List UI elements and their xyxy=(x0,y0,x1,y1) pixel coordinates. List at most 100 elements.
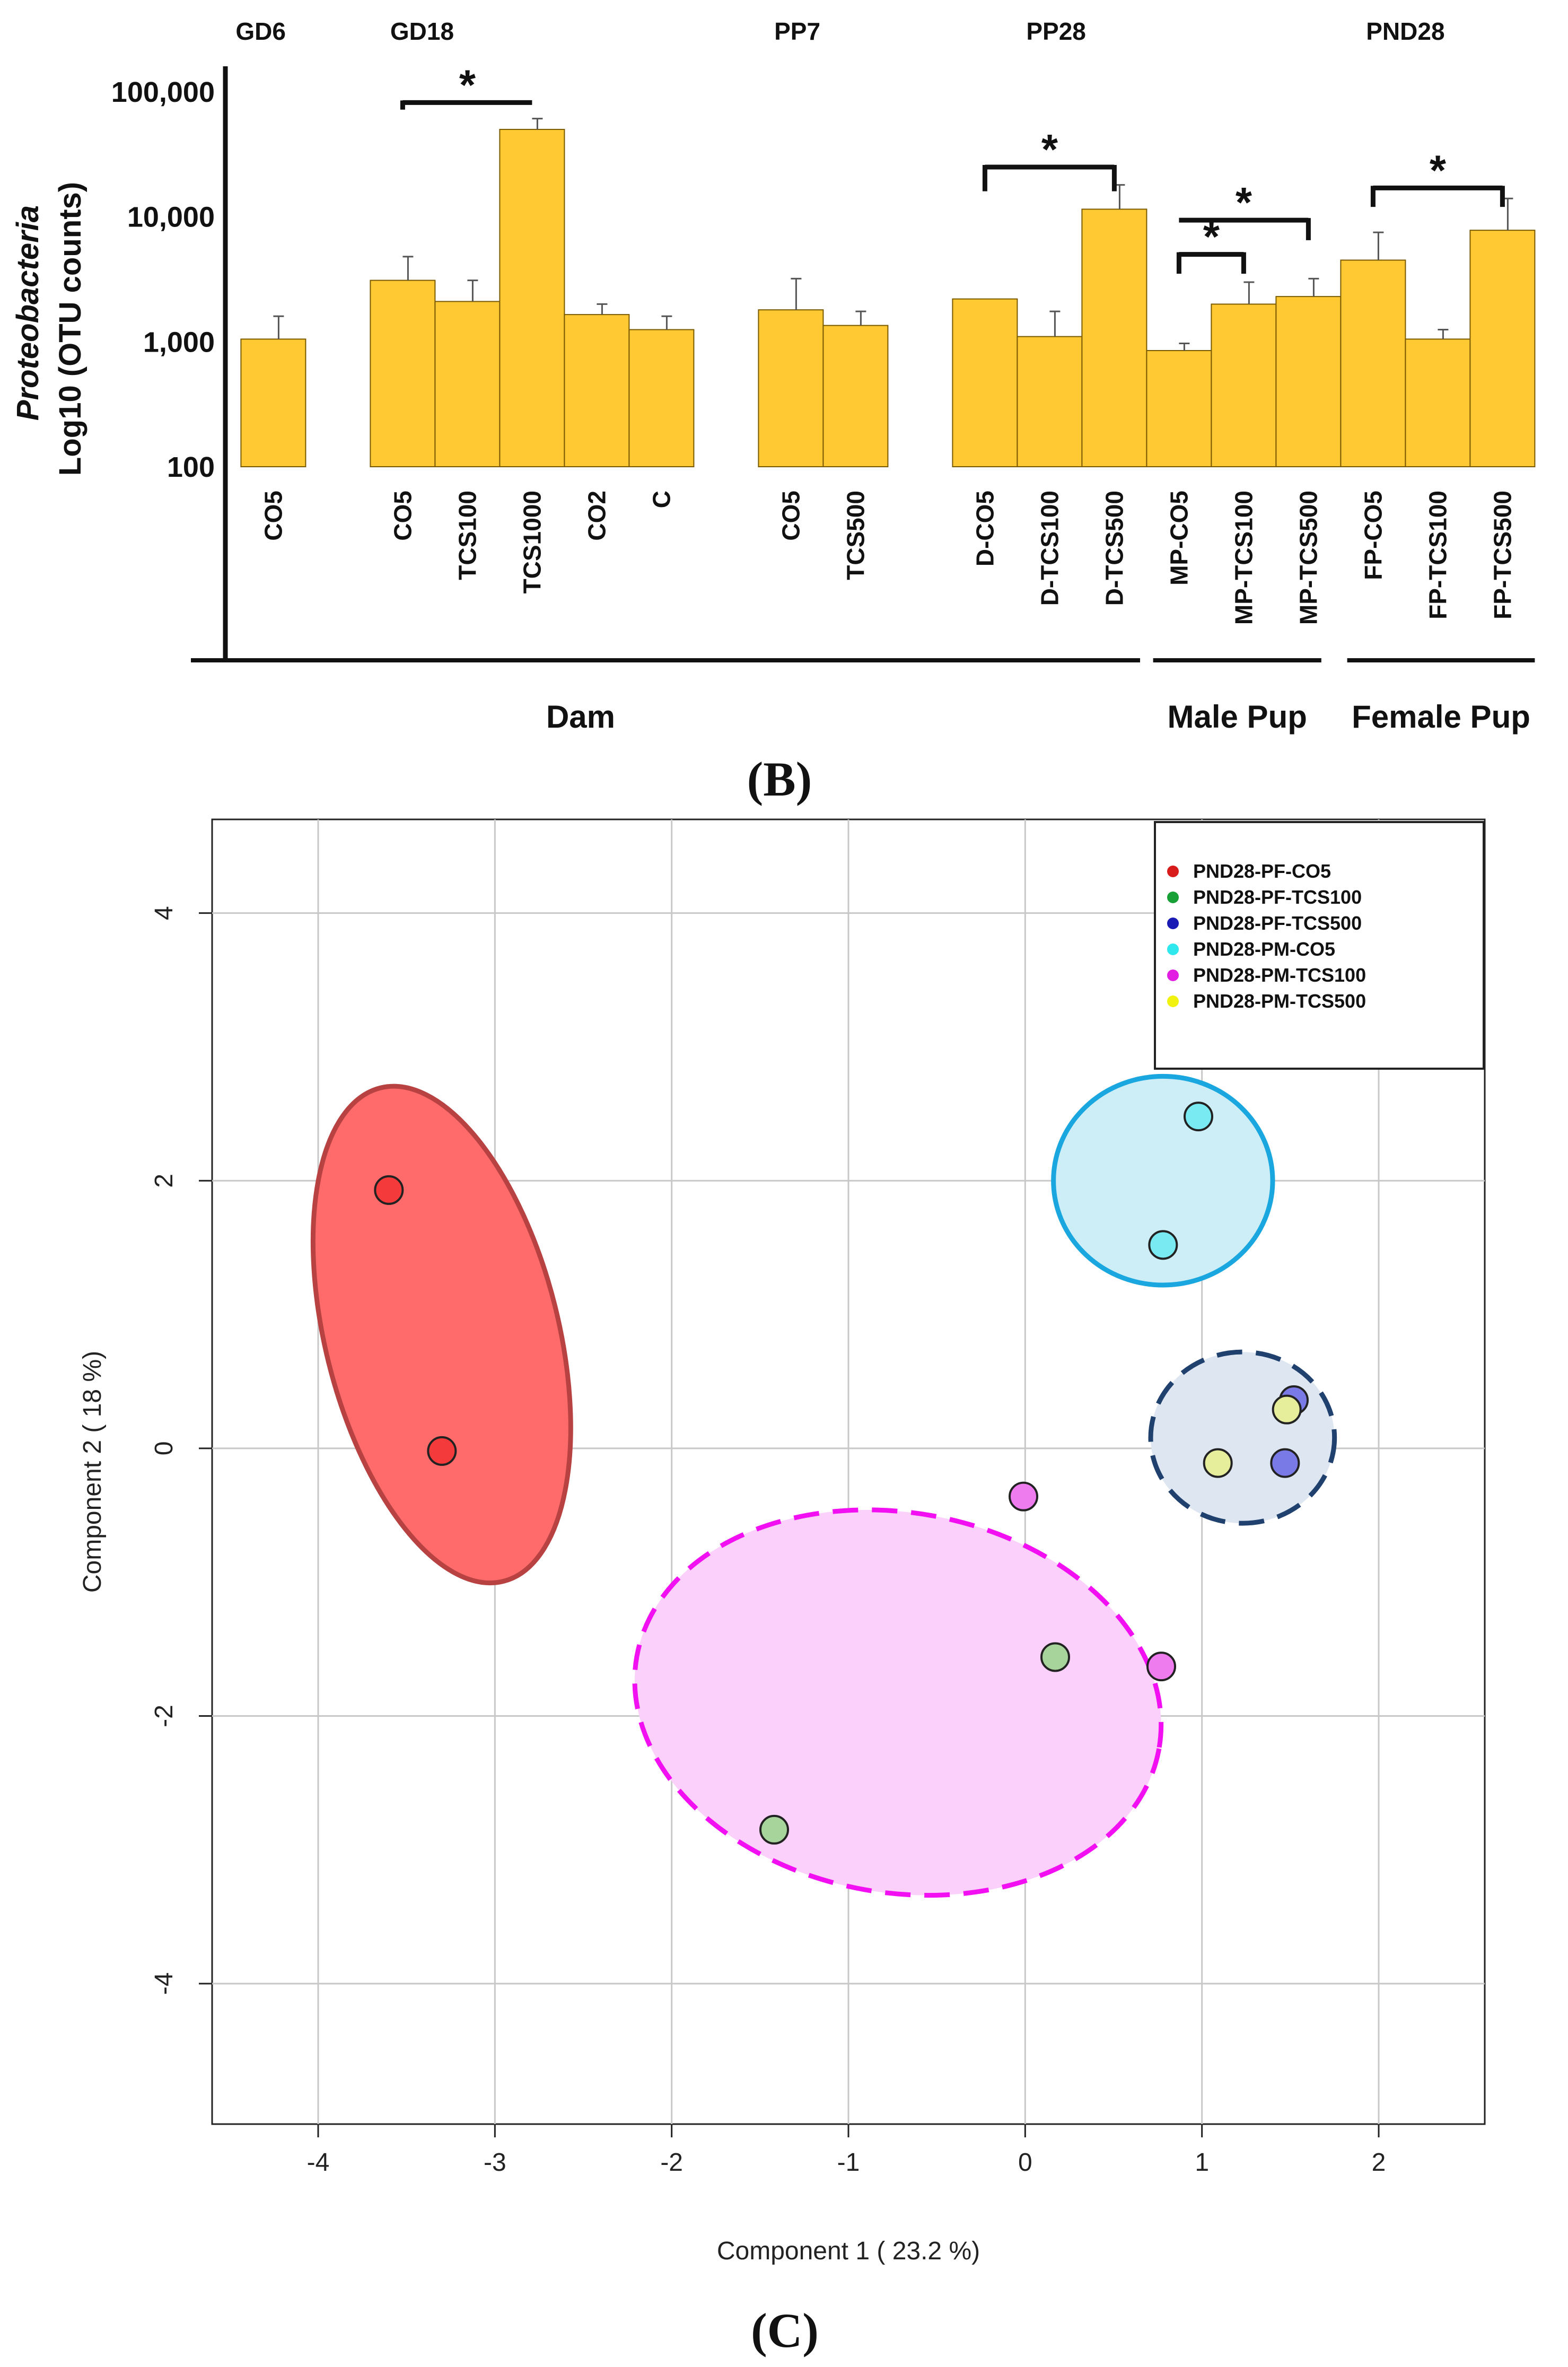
bar xyxy=(434,301,501,467)
scatter-point xyxy=(759,1814,789,1845)
b-timepoint-label: GD6 xyxy=(235,18,286,45)
b-ylabel-text: Log10 (OTU counts) xyxy=(53,182,87,476)
ellipse-pf-co5 xyxy=(310,1084,573,1586)
b-timepoint-label: GD18 xyxy=(390,18,454,45)
legend-label: PND28-PF-TCS100 xyxy=(1193,886,1362,908)
scatter-point xyxy=(1009,1481,1038,1512)
significance-star: * xyxy=(1203,213,1220,260)
b-category-label: D-TCS100 xyxy=(1036,491,1063,606)
scatter-point xyxy=(374,1175,404,1205)
b-category-label: CO5 xyxy=(259,491,287,541)
legend-marker xyxy=(1167,892,1179,903)
bar xyxy=(758,309,824,467)
c-y-tick-label: 2 xyxy=(150,1174,178,1188)
b-category-label: C xyxy=(647,491,675,508)
c-y-tick-label: 0 xyxy=(150,1441,178,1455)
b-timepoint-label: PP28 xyxy=(1026,18,1086,45)
legend-label: PND28-PM-TCS100 xyxy=(1193,964,1366,986)
svg-text:Proteobacteria: Proteobacteria xyxy=(11,205,45,421)
c-x-tick-label: -4 xyxy=(307,2148,330,2177)
legend-marker xyxy=(1167,866,1179,877)
b-group-label: Female Pup xyxy=(1352,699,1530,735)
b-category-label: FP-TCS500 xyxy=(1488,491,1516,619)
scatter-point xyxy=(1203,1448,1233,1478)
legend-marker xyxy=(1167,918,1179,929)
b-ylabel-italic: Proteobacteria xyxy=(11,205,45,421)
scatter-point xyxy=(1148,1230,1178,1260)
bar xyxy=(1275,296,1342,467)
b-category-label: TCS1000 xyxy=(518,491,546,593)
panel-b-bar-chart: 100 1,000 10,000 100,000 Proteobacteria Log… xyxy=(11,18,1536,806)
bar xyxy=(370,280,436,467)
b-y-tick-label: 10,000 xyxy=(127,202,215,233)
bar xyxy=(499,129,565,467)
c-y-tick-label: 4 xyxy=(150,906,178,920)
b-category-label: D-CO5 xyxy=(971,491,998,566)
ellipse-pm-co5 xyxy=(1051,1073,1275,1288)
b-category-label: CO2 xyxy=(583,491,610,541)
panel-b-label: (B) xyxy=(747,752,812,806)
significance-star: * xyxy=(459,61,476,108)
bar xyxy=(564,314,630,468)
scatter-point xyxy=(1272,1394,1302,1425)
bar xyxy=(1017,336,1083,468)
b-timepoint-label: PP7 xyxy=(774,18,820,45)
b-category-label: TCS100 xyxy=(453,491,481,580)
legend-label: PND28-PF-CO5 xyxy=(1193,860,1331,882)
ellipse-tcs500 xyxy=(1148,1349,1337,1526)
bar xyxy=(1081,208,1147,467)
bar xyxy=(1340,259,1406,467)
scatter-point xyxy=(427,1436,457,1466)
bar xyxy=(822,325,889,467)
bar xyxy=(952,298,1018,467)
scatter-point xyxy=(1270,1448,1300,1478)
b-y-tick-label: 1,000 xyxy=(143,326,215,358)
b-group-label: Dam xyxy=(546,699,615,735)
bar xyxy=(1211,303,1277,467)
legend-label: PND28-PF-TCS500 xyxy=(1193,912,1362,934)
c-y-tick-label: -2 xyxy=(150,1705,178,1727)
legend-label: PND28-PM-CO5 xyxy=(1193,938,1335,960)
bar xyxy=(1146,350,1212,467)
significance-star: * xyxy=(1430,146,1447,194)
b-category-label: CO5 xyxy=(777,491,804,541)
b-group-label: Male Pup xyxy=(1168,699,1307,735)
b-timepoint-label: PND28 xyxy=(1366,18,1444,45)
c-y-tick-label: -4 xyxy=(150,1972,178,1995)
b-category-label: D-TCS500 xyxy=(1100,491,1128,606)
significance-star: * xyxy=(1041,126,1058,173)
c-x-tick-label: -1 xyxy=(837,2148,860,2177)
bar xyxy=(240,338,306,468)
b-category-label: FP-TCS100 xyxy=(1424,491,1451,619)
c-x-tick-label: -2 xyxy=(660,2148,683,2177)
legend-marker xyxy=(1167,969,1179,981)
c-x-tick-label: -3 xyxy=(484,2148,506,2177)
b-category-label: MP-CO5 xyxy=(1165,491,1193,586)
b-category-label: MP-TCS500 xyxy=(1294,491,1322,625)
c-x-tick-label: 0 xyxy=(1018,2148,1032,2177)
b-y-tick-label: 100,000 xyxy=(111,76,215,108)
legend-marker xyxy=(1167,995,1179,1007)
b-category-label: FP-CO5 xyxy=(1359,491,1387,580)
scatter-point xyxy=(1184,1102,1213,1132)
significance-star: * xyxy=(1236,179,1252,226)
scatter-point xyxy=(1146,1652,1176,1682)
legend-marker xyxy=(1167,944,1179,955)
c-x-axis-label: Component 1 ( 23.2 %) xyxy=(717,2237,980,2265)
bar xyxy=(628,329,695,467)
legend-label: PND28-PM-TCS500 xyxy=(1193,990,1366,1012)
b-category-label: CO5 xyxy=(389,491,416,541)
c-x-tick-label: 2 xyxy=(1372,2148,1386,2177)
b-category-label: MP-TCS100 xyxy=(1230,491,1257,625)
b-y-axis-label: Proteobacteria Log10 (OTU counts) xyxy=(11,182,87,476)
ellipse-tcs100 xyxy=(632,1507,1164,1898)
b-y-tick-label: 100 xyxy=(167,451,215,483)
c-legend-box xyxy=(1154,821,1485,1070)
c-legend: PND28-PF-CO5 PND28-PF-TCS100 PND28-PF-TCS5… xyxy=(1154,821,1485,1070)
c-x-tick-label: 1 xyxy=(1195,2148,1209,2177)
panel-c-label: (C) xyxy=(751,2303,819,2357)
bar xyxy=(1405,338,1471,468)
c-y-axis-label: Component 2 ( 18 %) xyxy=(78,1351,107,1593)
